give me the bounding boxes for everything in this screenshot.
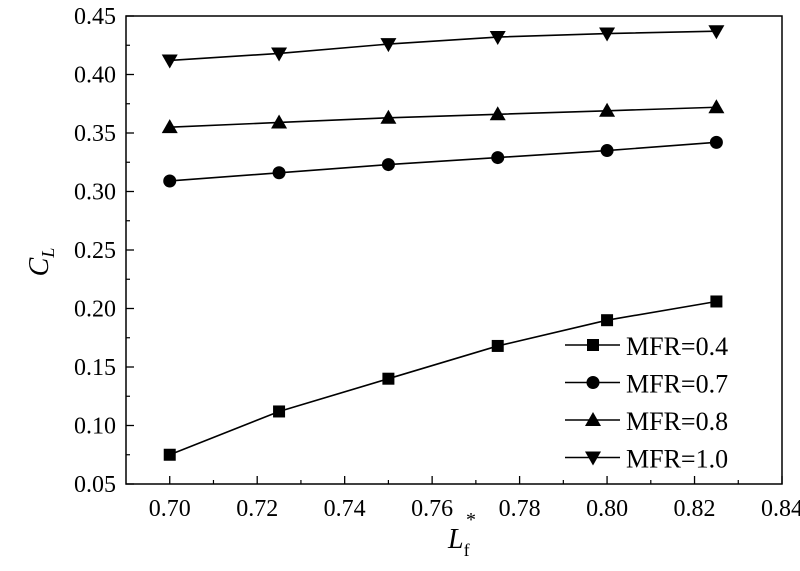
legend-label: MFR=0.7 xyxy=(626,370,728,399)
data-point xyxy=(382,372,395,385)
y-axis-label: CL xyxy=(24,248,58,277)
data-point xyxy=(599,102,616,117)
data-point xyxy=(161,119,178,134)
y-axis-label-subscript: L xyxy=(38,248,58,259)
data-point xyxy=(380,109,397,124)
data-point xyxy=(599,27,616,42)
y-tick-label: 0.35 xyxy=(74,121,116,147)
data-point xyxy=(489,106,506,121)
legend-marker xyxy=(585,451,601,466)
data-point xyxy=(601,314,614,327)
y-tick-label: 0.45 xyxy=(74,4,116,30)
data-point xyxy=(491,339,504,352)
data-point xyxy=(163,448,176,461)
y-tick-label: 0.30 xyxy=(74,180,116,206)
x-tick-label: 0.82 xyxy=(674,496,716,522)
legend-marker xyxy=(586,376,600,389)
x-axis-label-subscript: f xyxy=(464,540,470,560)
y-tick-label: 0.25 xyxy=(74,238,116,264)
series-line xyxy=(169,30,717,62)
series-line xyxy=(169,141,717,182)
x-axis-label-superscript: * xyxy=(466,509,476,531)
data-point xyxy=(491,151,505,165)
data-point xyxy=(709,135,723,149)
x-tick-label: 0.80 xyxy=(586,496,628,522)
data-point xyxy=(273,405,286,418)
y-tick-label: 0.15 xyxy=(74,355,116,381)
data-point xyxy=(271,47,288,62)
legend-label: MFR=1.0 xyxy=(626,445,728,474)
data-point xyxy=(489,31,506,46)
y-tick-label: 0.10 xyxy=(74,414,116,440)
y-tick-label: 0.40 xyxy=(74,63,116,89)
data-point xyxy=(161,54,178,69)
y-tick-label: 0.20 xyxy=(74,297,116,323)
x-tick-label: 0.72 xyxy=(236,496,278,522)
x-tick-label: 0.70 xyxy=(149,496,191,522)
series-line xyxy=(169,300,717,456)
x-tick-label: 0.78 xyxy=(499,496,541,522)
data-point xyxy=(381,158,395,172)
series-line xyxy=(169,106,717,128)
data-point xyxy=(708,25,725,40)
data-point xyxy=(600,144,614,158)
x-tick-label: 0.84 xyxy=(761,496,800,522)
legend-marker xyxy=(585,412,601,426)
legend-label: MFR=0.4 xyxy=(626,332,728,361)
x-tick-label: 0.74 xyxy=(324,496,366,522)
y-tick-label: 0.05 xyxy=(74,472,116,498)
x-tick-label: 0.76 xyxy=(411,496,453,522)
legend-label: MFR=0.8 xyxy=(626,407,728,436)
data-point xyxy=(272,166,286,180)
legend-marker xyxy=(587,339,599,351)
data-point xyxy=(380,38,397,53)
data-point xyxy=(163,174,177,188)
data-point xyxy=(708,99,725,114)
data-point xyxy=(710,295,723,308)
data-point xyxy=(271,114,288,129)
